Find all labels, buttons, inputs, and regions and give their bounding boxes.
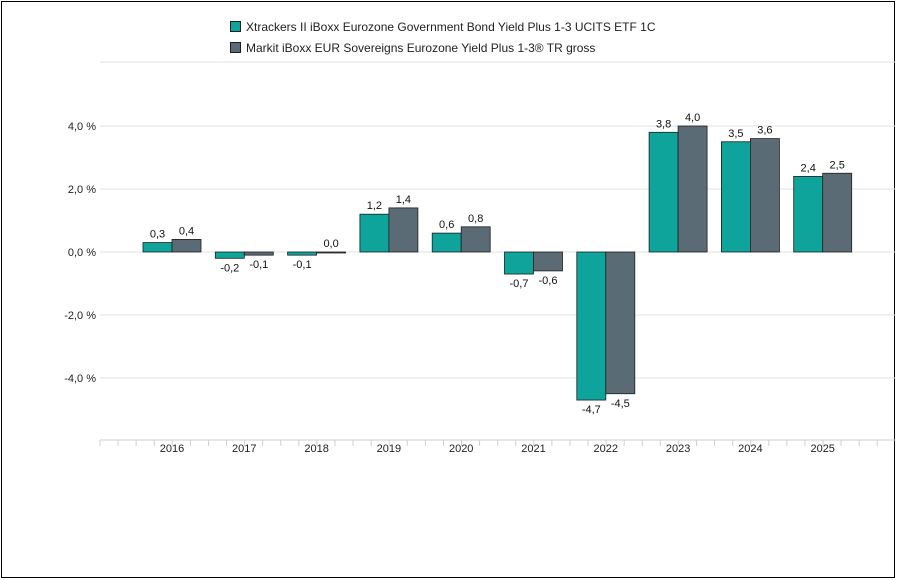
data-label: 1,4 bbox=[396, 194, 411, 206]
data-label: -0,7 bbox=[510, 278, 529, 290]
data-label: 3,5 bbox=[728, 128, 743, 140]
data-label: 0,0 bbox=[323, 238, 338, 250]
data-label: -0,1 bbox=[293, 259, 312, 271]
legend-item-series-2: Markit iBoxx EUR Sovereigns Eurozone Yie… bbox=[230, 37, 656, 58]
x-tick-label: 2016 bbox=[160, 443, 184, 455]
x-tick-label: 2023 bbox=[666, 443, 690, 455]
bar-series-1 bbox=[287, 251, 318, 256]
bar-series-2 bbox=[533, 251, 563, 272]
bar-series-1 bbox=[142, 242, 173, 253]
data-label: 2,4 bbox=[801, 162, 816, 174]
y-tick-label: -2,0 % bbox=[64, 310, 96, 322]
bar-series-1 bbox=[576, 251, 607, 401]
bar-series-2 bbox=[460, 226, 491, 253]
bar-series-2 bbox=[243, 251, 274, 256]
x-tick-label: 2021 bbox=[521, 443, 545, 455]
bar-series-1 bbox=[431, 232, 462, 253]
data-label: 4,0 bbox=[685, 112, 700, 124]
x-tick-label: 2018 bbox=[304, 443, 328, 455]
x-tick-label: 2019 bbox=[377, 443, 401, 455]
bar-series-2 bbox=[750, 138, 780, 253]
bar-series-2 bbox=[677, 125, 708, 253]
y-tick-label: 2,0 % bbox=[68, 184, 96, 196]
legend-swatch-series-2 bbox=[230, 42, 241, 53]
legend-label-series-2: Markit iBoxx EUR Sovereigns Eurozone Yie… bbox=[246, 40, 596, 55]
data-label: 3,8 bbox=[656, 118, 671, 130]
legend-item-series-1: Xtrackers II iBoxx Eurozone Government B… bbox=[230, 16, 656, 37]
bar-series-2 bbox=[171, 238, 202, 253]
x-tick-label: 2022 bbox=[594, 443, 618, 455]
data-label: 2,5 bbox=[830, 159, 845, 171]
bar-series-1 bbox=[214, 251, 245, 259]
bar-series-1 bbox=[793, 175, 824, 253]
bar-series-1 bbox=[721, 141, 751, 253]
x-tick-label: 2024 bbox=[738, 443, 762, 455]
data-label: -0,6 bbox=[539, 275, 558, 287]
bar-series-1 bbox=[359, 213, 390, 253]
data-label: 0,8 bbox=[468, 213, 483, 225]
legend: Xtrackers II iBoxx Eurozone Government B… bbox=[230, 16, 656, 58]
data-label: -0,1 bbox=[249, 259, 268, 271]
y-tick-label: 4,0 % bbox=[68, 121, 96, 133]
bar-series-2 bbox=[822, 172, 853, 253]
x-tick-label: 2025 bbox=[810, 443, 834, 455]
data-label: 0,4 bbox=[179, 225, 194, 237]
data-label: -4,7 bbox=[582, 404, 601, 416]
data-label: 3,6 bbox=[757, 125, 772, 137]
legend-label-series-1: Xtrackers II iBoxx Eurozone Government B… bbox=[246, 19, 656, 34]
legend-swatch-series-1 bbox=[230, 21, 241, 32]
bar-series-2 bbox=[316, 251, 347, 254]
x-tick-label: 2020 bbox=[449, 443, 473, 455]
data-label: 0,3 bbox=[150, 229, 165, 241]
data-label: -4,5 bbox=[611, 398, 630, 410]
bar-series-1 bbox=[648, 131, 679, 253]
bar-series-2 bbox=[388, 207, 419, 253]
y-tick-label: -4,0 % bbox=[64, 373, 96, 385]
data-label: 0,6 bbox=[439, 219, 454, 231]
data-label: -0,2 bbox=[220, 262, 239, 274]
x-tick-label: 2017 bbox=[232, 443, 256, 455]
bar-series-2 bbox=[605, 251, 636, 395]
bar-series-1 bbox=[504, 251, 534, 275]
data-label: 1,2 bbox=[367, 200, 382, 212]
y-tick-label: 0,0 % bbox=[68, 247, 96, 259]
